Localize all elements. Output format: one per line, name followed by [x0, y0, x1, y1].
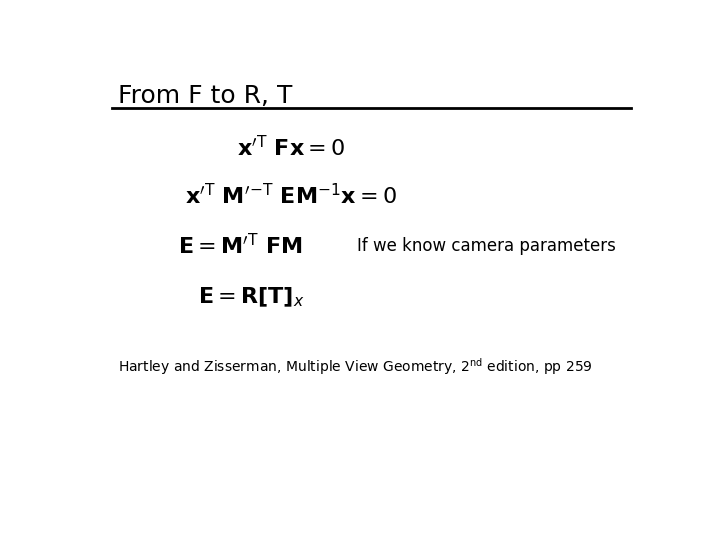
- Text: If we know camera parameters: If we know camera parameters: [356, 237, 616, 255]
- Text: $\mathbf{x}'^{\mathrm{T}}\ \mathbf{Fx} = 0$: $\mathbf{x}'^{\mathrm{T}}\ \mathbf{Fx} =…: [237, 136, 345, 160]
- Text: From F to R, T: From F to R, T: [118, 84, 292, 107]
- Text: Hartley and Zisserman, Multiple View Geometry, 2$^{\mathrm{nd}}$ edition, pp 259: Hartley and Zisserman, Multiple View Geo…: [118, 356, 592, 377]
- Text: $\mathbf{E} = \mathbf{R[T]}_x$: $\mathbf{E} = \mathbf{R[T]}_x$: [199, 286, 305, 309]
- Text: $\mathbf{x}'^{\mathrm{T}}\ \mathbf{M}'^{-\mathrm{T}}\ \mathbf{EM}^{-1}\mathbf{x}: $\mathbf{x}'^{\mathrm{T}}\ \mathbf{M}'^{…: [185, 183, 397, 208]
- Text: $\mathbf{E} = \mathbf{M}'^{\mathrm{T}}\ \mathbf{FM}$: $\mathbf{E} = \mathbf{M}'^{\mathrm{T}}\ …: [179, 233, 303, 258]
